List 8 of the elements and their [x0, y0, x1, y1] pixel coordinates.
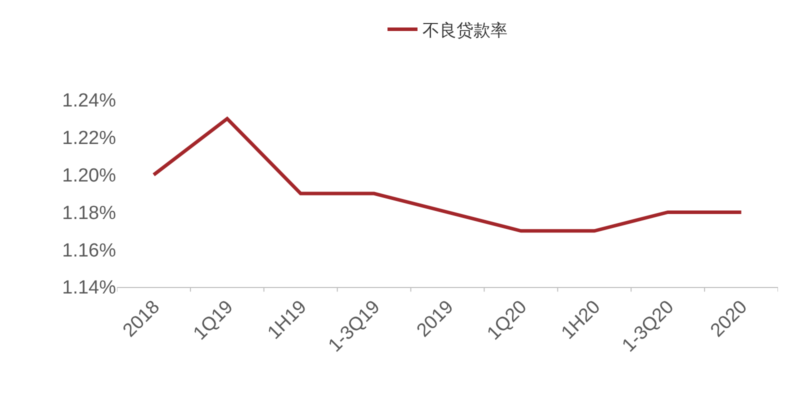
y-tick-label: 1.22% — [62, 128, 116, 150]
legend-label: 不良贷款率 — [422, 20, 508, 41]
y-tick-label: 1.16% — [62, 240, 116, 262]
line-series — [152, 116, 744, 233]
y-tick-label: 1.14% — [62, 278, 116, 299]
y-tick-label: 1.20% — [62, 165, 116, 186]
y-tick-label: 1.24% — [62, 90, 116, 112]
y-tick-label: 1.18% — [62, 202, 116, 224]
